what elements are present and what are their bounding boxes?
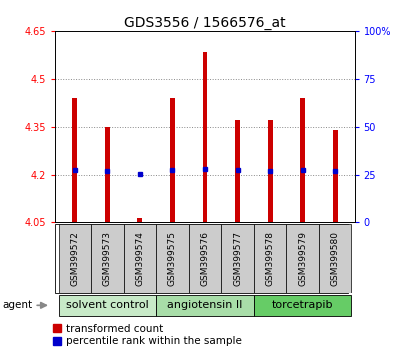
Text: GSM399572: GSM399572 <box>70 231 79 286</box>
Bar <box>202 52 207 222</box>
Text: torcetrapib: torcetrapib <box>271 300 333 310</box>
Bar <box>253 295 351 316</box>
Text: GSM399574: GSM399574 <box>135 231 144 286</box>
Bar <box>124 224 156 293</box>
Bar <box>91 224 124 293</box>
Bar <box>285 224 318 293</box>
Bar <box>221 224 253 293</box>
Bar <box>137 217 142 222</box>
Legend: transformed count, percentile rank within the sample: transformed count, percentile rank withi… <box>53 324 242 347</box>
Text: GSM399573: GSM399573 <box>103 231 112 286</box>
Text: angiotensin II: angiotensin II <box>167 300 242 310</box>
Bar <box>318 224 351 293</box>
Text: GSM399577: GSM399577 <box>232 231 241 286</box>
Text: GSM399580: GSM399580 <box>330 231 339 286</box>
Text: agent: agent <box>2 300 32 310</box>
Text: GSM399576: GSM399576 <box>200 231 209 286</box>
Bar <box>156 295 253 316</box>
Bar <box>105 127 110 222</box>
Text: solvent control: solvent control <box>66 300 148 310</box>
Bar <box>58 295 156 316</box>
Bar <box>299 98 304 222</box>
Bar <box>267 120 272 222</box>
Bar <box>58 224 91 293</box>
Bar <box>72 98 77 222</box>
Text: GSM399579: GSM399579 <box>297 231 306 286</box>
Bar <box>170 98 175 222</box>
Title: GDS3556 / 1566576_at: GDS3556 / 1566576_at <box>124 16 285 30</box>
Bar <box>188 224 221 293</box>
Bar <box>332 130 337 222</box>
Bar <box>253 224 285 293</box>
Bar <box>156 224 188 293</box>
Text: GSM399575: GSM399575 <box>168 231 177 286</box>
Text: GSM399578: GSM399578 <box>265 231 274 286</box>
Bar <box>234 120 239 222</box>
